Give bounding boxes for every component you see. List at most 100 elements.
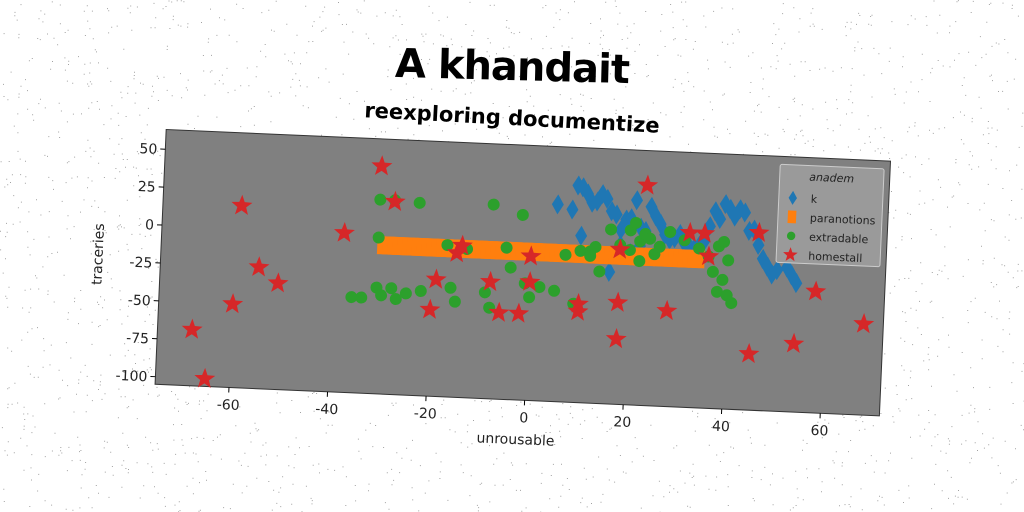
point-k-4 xyxy=(581,183,594,204)
point-extradable-3 xyxy=(413,196,426,209)
x-tick-label: -20 xyxy=(414,406,438,423)
point-homestall-17 xyxy=(520,245,542,266)
point-extradable-18 xyxy=(487,198,500,211)
point-k-46 xyxy=(790,273,803,294)
point-extradable-20 xyxy=(504,261,517,274)
y-axis-label: traceries xyxy=(89,223,108,285)
y-axis: 50 25 0 -25 -50 -75 -100 xyxy=(115,141,166,385)
point-homestall-19 xyxy=(567,292,589,314)
point-homestall-4 xyxy=(248,256,270,277)
point-extradable-48 xyxy=(718,235,731,248)
point-homestall-3 xyxy=(231,194,253,215)
point-homestall-24 xyxy=(656,299,678,321)
point-k-9 xyxy=(605,201,618,222)
point-homestall-8 xyxy=(384,190,406,211)
y-tick-label: -75 xyxy=(126,330,150,347)
point-homestall-21 xyxy=(605,328,627,349)
series-extradable xyxy=(345,193,738,314)
point-extradable-1 xyxy=(374,193,387,206)
legend-title: anadem xyxy=(809,171,854,186)
point-k-39 xyxy=(752,235,765,256)
point-k-8 xyxy=(601,188,614,209)
point-extradable-55 xyxy=(589,241,602,254)
point-k-1 xyxy=(566,199,579,220)
point-homestall-7 xyxy=(371,155,393,176)
y-tick-label: 0 xyxy=(145,217,155,233)
x-axis: -60 -40 -20 0 20 40 60 xyxy=(216,387,829,440)
point-k-17 xyxy=(645,196,658,217)
point-homestall-9 xyxy=(419,298,441,319)
point-extradable-23 xyxy=(523,291,536,304)
point-k-7 xyxy=(596,184,609,205)
point-homestall-32 xyxy=(853,313,875,334)
y-tick-label: -100 xyxy=(115,368,147,385)
point-extradable-25 xyxy=(548,284,561,297)
point-extradable-31 xyxy=(605,223,618,236)
x-tick-label: 0 xyxy=(519,410,529,426)
point-k-30 xyxy=(709,201,722,222)
point-homestall-12 xyxy=(451,234,473,255)
point-k-51 xyxy=(575,225,588,246)
point-k-32 xyxy=(719,194,732,215)
point-homestall-30 xyxy=(783,332,805,353)
point-k-13 xyxy=(625,208,638,229)
y-tick-label: -50 xyxy=(127,293,151,310)
legend-label-k: k xyxy=(810,193,818,206)
point-extradable-39 xyxy=(664,226,677,239)
point-homestall-23 xyxy=(637,174,659,195)
point-extradable-13 xyxy=(444,281,457,294)
y-tick-label: 50 xyxy=(139,141,158,158)
legend-marker-homestall xyxy=(783,247,798,262)
point-k-18 xyxy=(650,206,663,227)
point-extradable-14 xyxy=(448,295,461,308)
point-k-0 xyxy=(551,194,564,215)
series-homestall xyxy=(181,155,875,389)
point-homestall-0 xyxy=(181,318,203,339)
point-extradable-41 xyxy=(693,242,706,255)
point-extradable-49 xyxy=(722,254,735,267)
point-homestall-1 xyxy=(194,367,216,389)
point-homestall-18 xyxy=(567,300,589,321)
point-k-35 xyxy=(734,199,747,220)
point-homestall-6 xyxy=(334,221,355,243)
point-extradable-11 xyxy=(414,285,427,298)
point-k-14 xyxy=(631,190,644,211)
point-extradable-26 xyxy=(559,248,572,261)
legend-box xyxy=(775,163,885,268)
point-extradable-52 xyxy=(630,216,643,229)
point-homestall-22 xyxy=(609,238,631,259)
x-tick-label: 20 xyxy=(613,414,632,431)
point-k-31 xyxy=(714,209,727,230)
plot-area xyxy=(154,128,892,417)
legend-label-homestall: homestall xyxy=(808,250,863,265)
point-homestall-5 xyxy=(267,272,289,293)
point-extradable-19 xyxy=(500,241,513,254)
point-homestall-27 xyxy=(698,245,720,266)
point-k-36 xyxy=(739,202,752,223)
point-extradable-5 xyxy=(375,289,388,302)
point-k-45 xyxy=(785,265,798,286)
legend: anadem k paranotions extradable homestall xyxy=(775,163,885,268)
point-extradable-36 xyxy=(644,232,657,245)
point-extradable-9 xyxy=(345,291,358,304)
y-tick-label: 25 xyxy=(137,179,156,196)
point-homestall-29 xyxy=(748,221,770,243)
x-tick-label: -60 xyxy=(216,397,240,414)
point-extradable-21 xyxy=(516,208,529,221)
point-homestall-14 xyxy=(488,301,510,322)
point-homestall-28 xyxy=(738,342,760,364)
point-homestall-13 xyxy=(480,270,501,292)
point-homestall-15 xyxy=(508,302,530,323)
point-k-3 xyxy=(577,177,590,198)
point-extradable-24 xyxy=(533,281,546,294)
point-k-10 xyxy=(610,204,623,225)
point-k-41 xyxy=(761,256,774,277)
point-extradable-45 xyxy=(716,273,729,286)
point-homestall-16 xyxy=(519,271,541,292)
point-extradable-8 xyxy=(355,291,368,304)
point-k-40 xyxy=(756,248,769,269)
point-k-33 xyxy=(724,198,737,219)
point-k-15 xyxy=(634,217,647,238)
